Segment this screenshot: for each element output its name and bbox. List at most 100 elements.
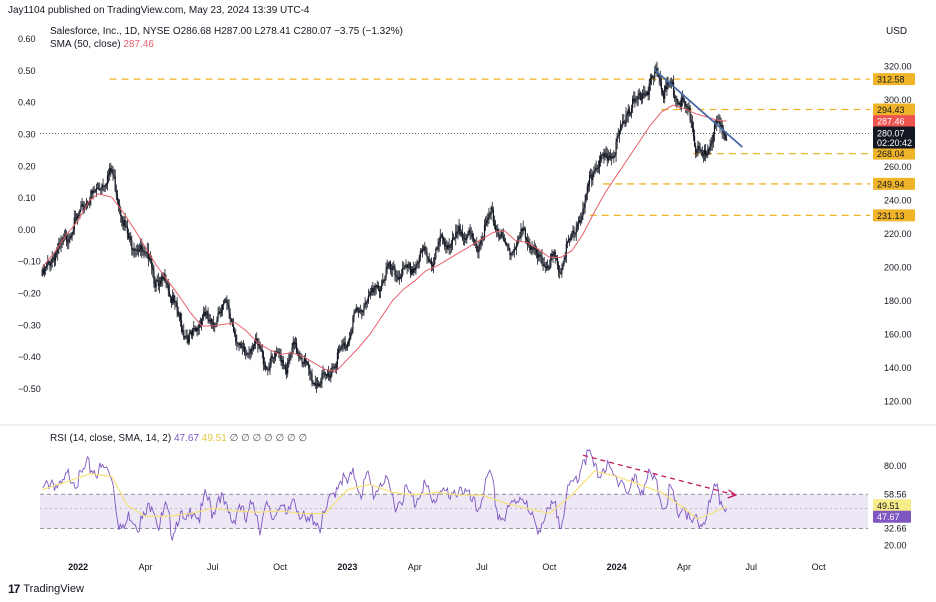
candle-body xyxy=(429,260,431,262)
candle-body xyxy=(111,170,113,172)
candle-body xyxy=(250,348,252,354)
candle-body xyxy=(50,262,52,266)
candle-body xyxy=(441,234,444,238)
candle-body xyxy=(221,304,224,310)
candle-body xyxy=(123,219,125,226)
candle-body xyxy=(447,245,449,249)
candle-body xyxy=(318,383,320,387)
x-axis-label: Apr xyxy=(677,562,691,572)
candle-body xyxy=(678,102,680,105)
candle-body xyxy=(565,243,567,258)
candle-body xyxy=(104,184,106,187)
candle-body xyxy=(424,247,426,251)
x-axis-label: Apr xyxy=(138,562,152,572)
candle-body xyxy=(533,246,535,250)
candle-body xyxy=(91,191,93,194)
currency-label[interactable]: USD xyxy=(886,26,908,37)
candle-body xyxy=(584,200,586,208)
left-axis-tick: 0.50 xyxy=(18,66,36,76)
candle-body xyxy=(718,120,720,123)
candle-body xyxy=(278,352,280,354)
candle-body xyxy=(198,324,200,328)
sma-last-label: 287.46 xyxy=(877,117,905,127)
left-axis-tick: −0.20 xyxy=(18,289,41,299)
candle-body xyxy=(110,168,112,172)
candle-body xyxy=(575,227,577,234)
candle-body xyxy=(615,142,617,155)
candle-body xyxy=(135,249,137,251)
rsi-sma-last-box xyxy=(873,499,911,512)
candle-body xyxy=(588,175,591,185)
candle-body xyxy=(430,260,433,265)
candle-body xyxy=(156,280,158,281)
candle-body xyxy=(291,347,293,355)
candle-body xyxy=(511,252,513,254)
candle-body xyxy=(626,114,628,116)
candle-body xyxy=(693,136,696,146)
candle-body xyxy=(397,277,399,280)
candle-body xyxy=(389,262,392,270)
candle-body xyxy=(166,282,168,285)
candle-body xyxy=(188,333,190,343)
candle-body xyxy=(665,86,667,90)
candle-body xyxy=(448,245,450,248)
candle-body xyxy=(468,229,470,234)
candle-body xyxy=(165,282,167,283)
candle-body xyxy=(277,351,279,353)
candle-body xyxy=(320,380,322,384)
candle-body xyxy=(707,149,709,155)
rsi-legend-sma-value: 49.51 xyxy=(201,433,227,444)
tradingview-brand[interactable]: 17 TradingView xyxy=(8,582,84,596)
candle-body xyxy=(402,267,404,276)
candle-body xyxy=(80,205,82,211)
candle-body xyxy=(371,287,373,293)
candle-body xyxy=(210,319,213,324)
candle-body xyxy=(392,266,394,271)
trendline xyxy=(654,69,743,148)
candle-body xyxy=(161,276,163,281)
candle-body xyxy=(701,151,703,156)
candle-body xyxy=(301,358,303,364)
candle-body xyxy=(230,318,232,322)
candle-body xyxy=(287,361,289,374)
candle-body xyxy=(78,214,80,216)
candle-body xyxy=(403,267,405,269)
candle-body xyxy=(439,235,441,242)
candle-body xyxy=(152,267,154,271)
candle-body xyxy=(379,289,382,292)
candle-body xyxy=(425,250,427,252)
candle-body xyxy=(592,172,594,181)
candle-body xyxy=(294,342,297,345)
candle-body xyxy=(372,287,374,293)
candle-body xyxy=(120,208,122,216)
candle-body xyxy=(503,239,506,242)
candle-body xyxy=(461,232,463,239)
candle-body xyxy=(406,264,408,268)
sma-legend-value: 287.46 xyxy=(123,39,154,50)
candle-body xyxy=(431,264,434,267)
candle-body xyxy=(132,248,134,250)
candle-body xyxy=(649,78,651,84)
candle-body xyxy=(412,268,414,273)
candle-body xyxy=(127,233,130,238)
level-label-box xyxy=(873,103,915,116)
candle-body xyxy=(252,345,255,350)
candle-body xyxy=(173,294,175,303)
candle-body xyxy=(456,231,458,234)
candle-body xyxy=(612,156,614,158)
candle-body xyxy=(305,361,308,363)
candle-body xyxy=(491,207,493,210)
candle-body xyxy=(632,98,634,108)
x-axis-label: 2024 xyxy=(607,562,627,572)
candle-body xyxy=(671,82,674,86)
candle-body xyxy=(463,238,466,240)
candle-body xyxy=(292,341,294,348)
candle-body xyxy=(144,251,146,254)
candle-body xyxy=(507,244,509,246)
candle-body xyxy=(722,132,724,134)
candle-body xyxy=(611,156,613,159)
candle-body xyxy=(519,234,521,239)
candle-body xyxy=(602,153,604,156)
candle-body xyxy=(500,232,502,239)
candle-body xyxy=(444,240,446,247)
